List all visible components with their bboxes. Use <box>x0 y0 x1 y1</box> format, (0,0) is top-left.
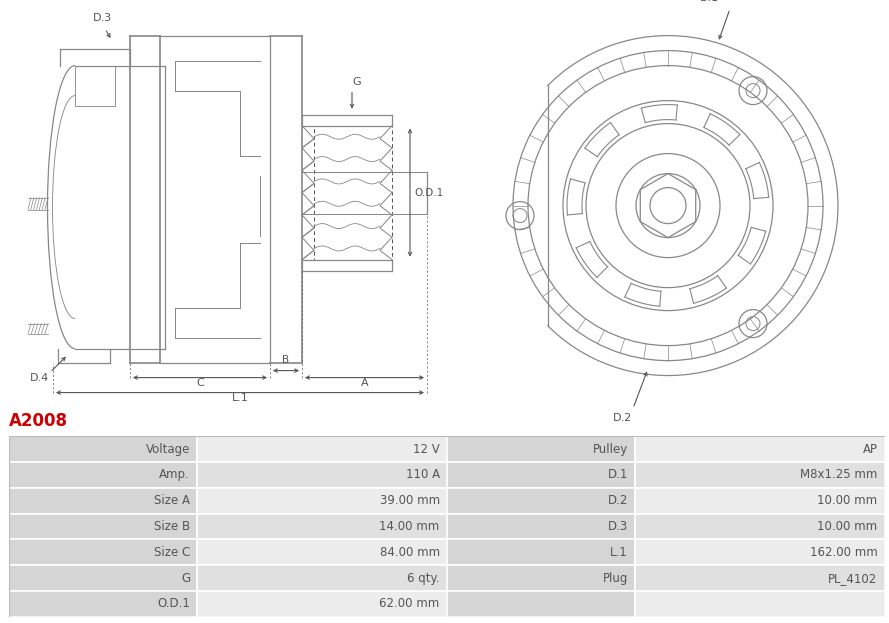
Text: Voltage: Voltage <box>146 442 190 455</box>
Bar <box>635 488 885 513</box>
Text: 62.00 mm: 62.00 mm <box>380 597 440 611</box>
Bar <box>635 540 885 565</box>
Bar <box>9 565 197 591</box>
Bar <box>447 540 635 565</box>
Bar <box>197 462 447 488</box>
Text: D.1: D.1 <box>607 468 628 482</box>
Text: 110 A: 110 A <box>405 468 440 482</box>
Text: Size A: Size A <box>154 494 190 507</box>
Bar <box>635 462 885 488</box>
Bar <box>197 488 447 513</box>
Text: G: G <box>353 77 361 87</box>
Bar <box>9 591 197 617</box>
Text: 39.00 mm: 39.00 mm <box>380 494 440 507</box>
Bar <box>635 591 885 617</box>
Text: Amp.: Amp. <box>159 468 190 482</box>
Text: M8x1.25 mm: M8x1.25 mm <box>800 468 877 482</box>
Text: D.4: D.4 <box>30 373 49 383</box>
Bar <box>197 513 447 540</box>
Bar <box>635 565 885 591</box>
Bar <box>447 462 635 488</box>
Text: Pulley: Pulley <box>593 442 628 455</box>
Text: B: B <box>283 354 290 364</box>
Text: D.3: D.3 <box>93 12 112 22</box>
Text: Size B: Size B <box>154 520 190 533</box>
Text: 84.00 mm: 84.00 mm <box>380 546 440 559</box>
Text: Plug: Plug <box>603 571 628 584</box>
Text: Size C: Size C <box>154 546 190 559</box>
Text: G: G <box>181 571 190 584</box>
Text: D.1: D.1 <box>700 0 719 2</box>
Text: 6 qty.: 6 qty. <box>407 571 440 584</box>
Text: L.1: L.1 <box>610 546 628 559</box>
Bar <box>75 65 115 105</box>
Text: 14.00 mm: 14.00 mm <box>380 520 440 533</box>
Text: D.2: D.2 <box>607 494 628 507</box>
Bar <box>447 436 635 462</box>
Bar <box>9 513 197 540</box>
Text: A2008: A2008 <box>9 412 68 430</box>
Text: D.3: D.3 <box>608 520 628 533</box>
Text: 162.00 mm: 162.00 mm <box>810 546 877 559</box>
Bar <box>9 540 197 565</box>
Bar <box>447 488 635 513</box>
Text: L.1: L.1 <box>231 392 248 402</box>
Bar <box>9 488 197 513</box>
Text: PL_4102: PL_4102 <box>829 571 877 584</box>
Text: O.D.1: O.D.1 <box>414 188 444 197</box>
Bar <box>635 513 885 540</box>
Bar <box>197 436 447 462</box>
Bar <box>197 565 447 591</box>
Text: 10.00 mm: 10.00 mm <box>817 520 877 533</box>
Text: 12 V: 12 V <box>413 442 440 455</box>
Bar <box>314 126 392 260</box>
Bar <box>447 591 635 617</box>
Bar <box>197 540 447 565</box>
Bar <box>635 436 885 462</box>
Text: AP: AP <box>862 442 877 455</box>
Bar <box>447 565 635 591</box>
Bar <box>9 462 197 488</box>
Text: C: C <box>196 378 204 388</box>
Bar <box>197 591 447 617</box>
Bar <box>447 513 635 540</box>
Text: O.D.1: O.D.1 <box>157 597 190 611</box>
Text: D.2: D.2 <box>613 412 632 422</box>
Bar <box>9 436 197 462</box>
Text: A: A <box>361 378 368 388</box>
Text: 10.00 mm: 10.00 mm <box>817 494 877 507</box>
